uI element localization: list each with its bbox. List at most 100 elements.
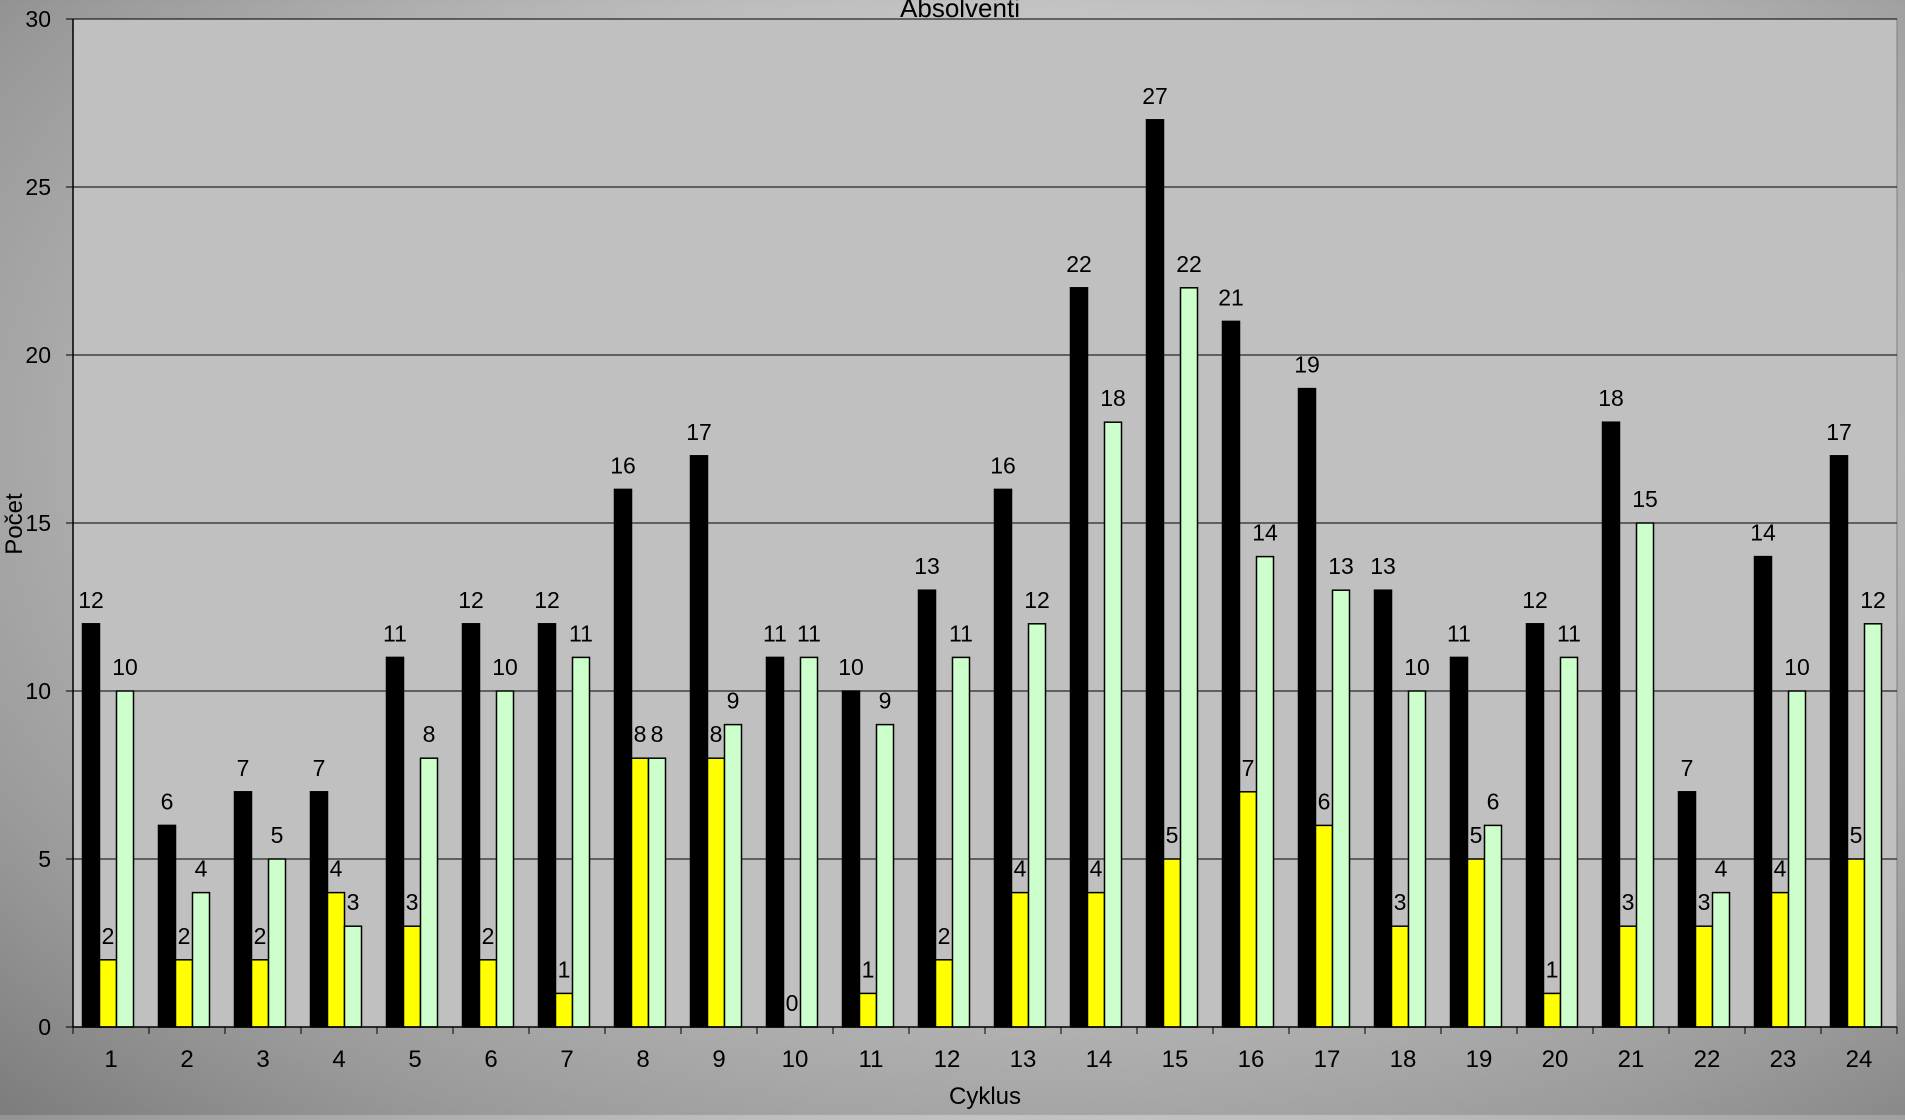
bar [1846,858,1866,1028]
data-label: 1 [862,956,875,982]
chart-title: Absolventi [900,0,1020,23]
bar [799,656,819,1028]
bar [1407,690,1427,1028]
bar [1010,891,1030,1028]
bar [1711,891,1731,1028]
data-label: 11 [383,620,407,646]
data-label: 11 [797,620,821,646]
x-tick-label: 18 [1390,1046,1417,1073]
x-tick-label: 24 [1846,1046,1873,1073]
data-label: 27 [1142,83,1168,109]
data-label: 10 [492,654,518,680]
data-label: 8 [423,721,436,747]
x-tick-label: 17 [1314,1046,1341,1073]
data-label: 7 [313,755,326,781]
data-label: 0 [786,990,799,1016]
bar [1179,287,1199,1028]
x-tick-label: 10 [782,1046,809,1073]
bar [1314,824,1334,1028]
bar [765,656,785,1028]
data-label: 12 [1522,587,1548,613]
data-label: 3 [1622,889,1635,915]
data-label: 16 [990,452,1016,478]
bar [993,488,1013,1028]
bar [841,690,861,1028]
data-label: 1 [558,956,571,982]
y-tick-label: 0 [38,1014,51,1040]
x-axis-title: Cyklus [949,1083,1021,1110]
y-tick-label: 30 [25,6,51,32]
data-label: 3 [347,889,360,915]
x-tick-label: 23 [1770,1046,1797,1073]
x-tick-label: 14 [1086,1046,1113,1073]
x-tick-label: 5 [408,1046,421,1073]
data-label: 10 [112,654,138,680]
bar [402,925,422,1028]
bar [250,959,270,1028]
bar [233,791,253,1028]
x-tick-label: 6 [484,1046,497,1073]
data-label: 5 [271,822,284,848]
bar [1255,555,1275,1028]
x-tick-label: 9 [712,1046,725,1073]
data-label: 21 [1218,284,1244,310]
bar [537,623,557,1028]
data-label: 10 [1784,654,1810,680]
bar [613,488,633,1028]
x-tick-label: 4 [332,1046,345,1073]
data-label: 5 [1850,822,1863,848]
x-tick-label: 1 [104,1046,117,1073]
data-label: 9 [879,688,892,714]
bar [326,891,346,1028]
data-label: 11 [1557,620,1581,646]
data-label: 4 [1014,856,1027,882]
bar [1542,992,1562,1028]
data-label: 11 [949,620,973,646]
bar [461,623,481,1028]
bar [1677,791,1697,1028]
bar [343,925,363,1028]
data-label: 16 [610,452,636,478]
bar [1618,925,1638,1028]
data-label: 2 [482,923,495,949]
x-tick-label: 12 [934,1046,961,1073]
x-tick-label: 21 [1618,1046,1645,1073]
data-label: 19 [1294,352,1320,378]
data-label: 7 [1242,755,1255,781]
data-label: 3 [1394,889,1407,915]
bar [267,858,287,1028]
bar [723,723,743,1028]
bar [81,623,101,1028]
bar [1483,824,1503,1028]
data-label: 12 [458,587,484,613]
data-label: 6 [161,788,174,814]
bar [554,992,574,1028]
bar [191,891,211,1028]
bar [1027,623,1047,1028]
data-label: 7 [237,755,250,781]
data-label: 5 [1470,822,1483,848]
data-label: 13 [914,553,940,579]
y-tick-label: 10 [25,678,51,704]
bar [647,757,667,1028]
bar [917,589,937,1028]
gridlines [73,18,1897,860]
bar [385,656,405,1028]
data-label: 4 [1715,856,1728,882]
bar [689,455,709,1028]
x-tick-label: 16 [1238,1046,1265,1073]
x-tick-label: 19 [1466,1046,1493,1073]
bar [858,992,878,1028]
bar [1525,623,1545,1028]
data-label: 8 [710,721,723,747]
bar [98,959,118,1028]
data-label: 12 [1024,587,1050,613]
data-label: 12 [534,587,560,613]
y-tick-label: 25 [25,174,51,200]
bar [1162,858,1182,1028]
bar [1829,455,1849,1028]
bar [1390,925,1410,1028]
